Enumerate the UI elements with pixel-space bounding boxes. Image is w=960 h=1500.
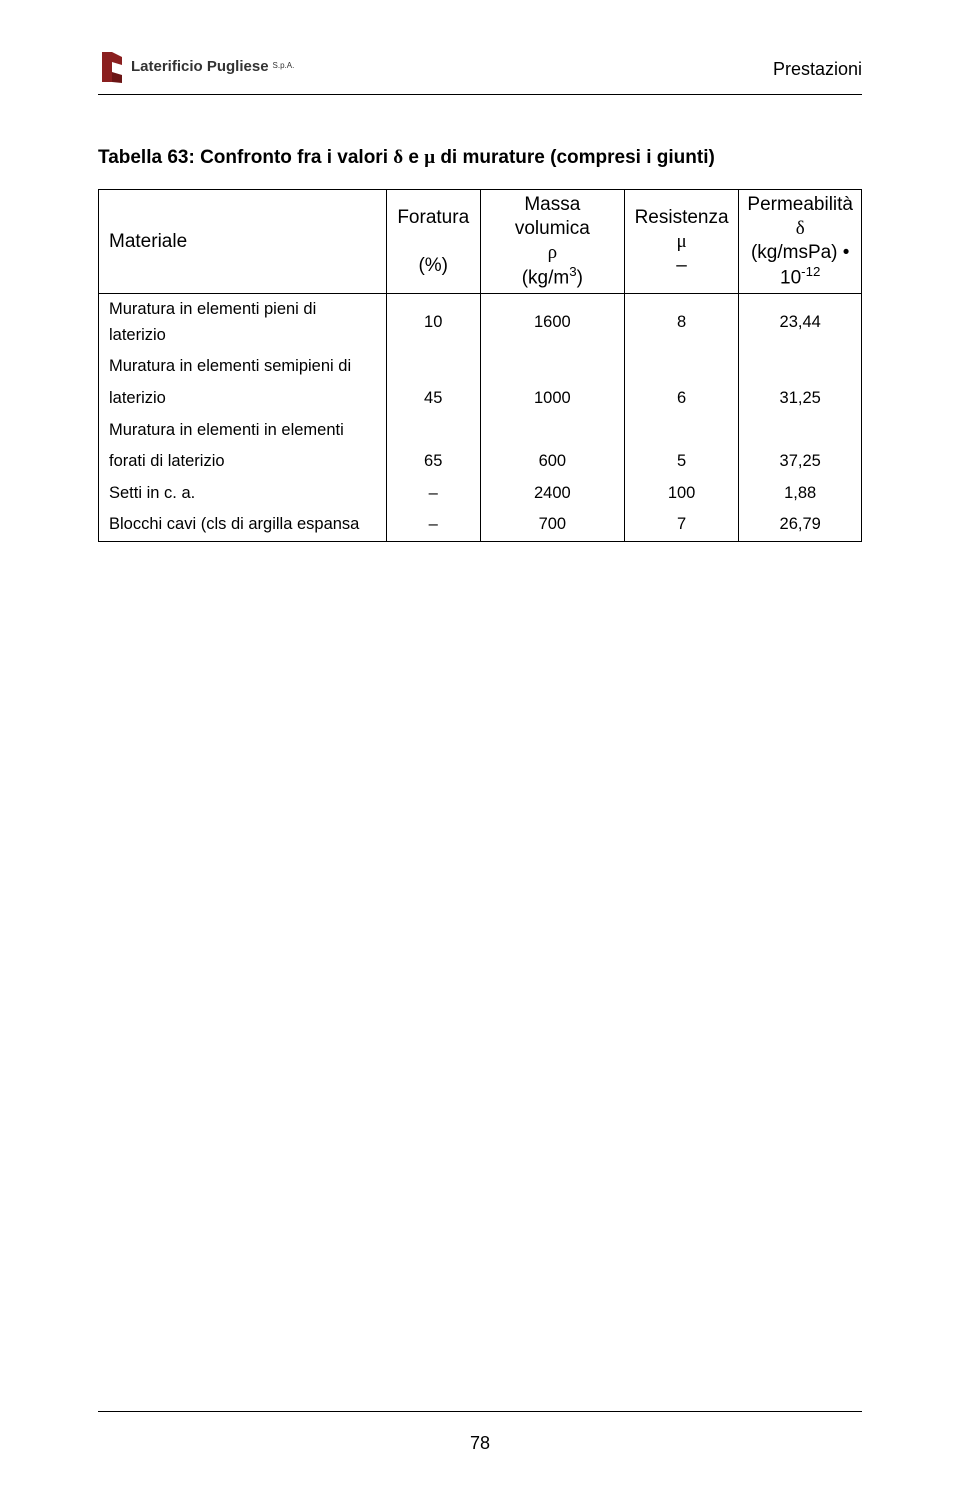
col-massa-unit-sup: 3	[569, 264, 576, 279]
col-massa-l2: ρ	[489, 241, 616, 265]
cell-foratura: 65	[386, 446, 480, 478]
table-row: Muratura in elementi pieni di laterizio1…	[99, 294, 862, 352]
cell-materiale: Muratura in elementi semipieni di	[99, 351, 387, 383]
table-row: Blocchi cavi (cls di argilla espansa–700…	[99, 509, 862, 541]
cell-permeabilita: 31,25	[739, 383, 862, 415]
table-title: Tabella 63: Confronto fra i valori δ e μ…	[98, 147, 862, 169]
cell-materiale: forati di laterizio	[99, 446, 387, 478]
cell-resistenza: 5	[624, 446, 739, 478]
cell-foratura: –	[386, 478, 480, 510]
cell-massa: 700	[480, 509, 624, 541]
title-delta: δ	[393, 147, 403, 168]
table-row: forati di laterizio65600537,25	[99, 446, 862, 478]
title-part2: e	[403, 147, 424, 168]
col-perm-l2: δ	[747, 217, 853, 241]
cell-permeabilita	[739, 351, 862, 383]
page: Laterificio Pugliese S.p.A. Prestazioni …	[0, 0, 960, 1500]
col-resistenza-l2: μ	[633, 230, 731, 254]
cell-massa: 600	[480, 446, 624, 478]
cell-massa: 1600	[480, 294, 624, 352]
cell-materiale: Blocchi cavi (cls di argilla espansa	[99, 509, 387, 541]
title-part1: Tabella 63: Confronto fra i valori	[98, 147, 393, 168]
table-row: Muratura in elementi in elementi	[99, 415, 862, 447]
cell-materiale: Muratura in elementi pieni di laterizio	[99, 294, 387, 352]
col-header-massa: Massa volumica ρ (kg/m3)	[480, 190, 624, 294]
cell-permeabilita: 1,88	[739, 478, 862, 510]
col-foratura-l3: (%)	[395, 254, 472, 278]
cell-resistenza: 7	[624, 509, 739, 541]
header-section-label: Prestazioni	[773, 59, 862, 84]
col-perm-l1: Permeabilità	[747, 193, 853, 217]
cell-foratura	[386, 415, 480, 447]
cell-materiale: laterizio	[99, 383, 387, 415]
cell-resistenza	[624, 415, 739, 447]
header-rule	[98, 94, 862, 95]
footer-rule	[98, 1411, 862, 1412]
cell-permeabilita: 23,44	[739, 294, 862, 352]
cell-materiale: Setti in c. a.	[99, 478, 387, 510]
col-materiale-label: Materiale	[109, 212, 378, 272]
cell-permeabilita: 26,79	[739, 509, 862, 541]
col-massa-l3: (kg/m3)	[489, 264, 616, 290]
header: Laterificio Pugliese S.p.A. Prestazioni	[98, 38, 862, 84]
cell-massa: 1000	[480, 383, 624, 415]
cell-resistenza	[624, 351, 739, 383]
cell-massa	[480, 351, 624, 383]
col-massa-unit-post: )	[577, 268, 583, 289]
col-resistenza-l3: –	[633, 254, 731, 278]
cell-permeabilita: 37,25	[739, 446, 862, 478]
col-foratura-l1: Foratura	[395, 206, 472, 230]
table-row: Muratura in elementi semipieni di	[99, 351, 862, 383]
title-mu: μ	[424, 147, 435, 168]
cell-foratura: 10	[386, 294, 480, 352]
cell-massa	[480, 415, 624, 447]
table-header-row: Materiale Foratura (%) Massa volumica ρ …	[99, 190, 862, 294]
brick-logo-icon	[98, 50, 128, 84]
cell-foratura	[386, 351, 480, 383]
title-part3: di murature (compresi i giunti)	[435, 147, 715, 168]
cell-permeabilita	[739, 415, 862, 447]
cell-resistenza: 6	[624, 383, 739, 415]
page-number: 78	[0, 1433, 960, 1454]
col-massa-l1: Massa volumica	[489, 193, 616, 241]
logo: Laterificio Pugliese S.p.A.	[98, 50, 294, 84]
table-row: laterizio451000631,25	[99, 383, 862, 415]
cell-resistenza: 8	[624, 294, 739, 352]
logo-company-suffix: S.p.A.	[273, 61, 295, 70]
cell-resistenza: 100	[624, 478, 739, 510]
cell-foratura: 45	[386, 383, 480, 415]
col-header-materiale: Materiale	[99, 190, 387, 294]
cell-massa: 2400	[480, 478, 624, 510]
col-massa-unit-pre: (kg/m	[522, 268, 570, 289]
table-row: Setti in c. a.–24001001,88	[99, 478, 862, 510]
cell-materiale: Muratura in elementi in elementi	[99, 415, 387, 447]
cell-foratura: –	[386, 509, 480, 541]
col-perm-l3: (kg/msPa) • 10-12	[747, 241, 853, 291]
col-header-permeabilita: Permeabilità δ (kg/msPa) • 10-12	[739, 190, 862, 294]
logo-company-name: Laterificio Pugliese	[131, 58, 269, 75]
col-header-resistenza: Resistenza μ –	[624, 190, 739, 294]
comparison-table: Materiale Foratura (%) Massa volumica ρ …	[98, 189, 862, 542]
col-resistenza-l1: Resistenza	[633, 206, 731, 230]
col-header-foratura: Foratura (%)	[386, 190, 480, 294]
col-perm-unit-sup: -12	[801, 264, 820, 279]
table-body: Muratura in elementi pieni di laterizio1…	[99, 294, 862, 542]
